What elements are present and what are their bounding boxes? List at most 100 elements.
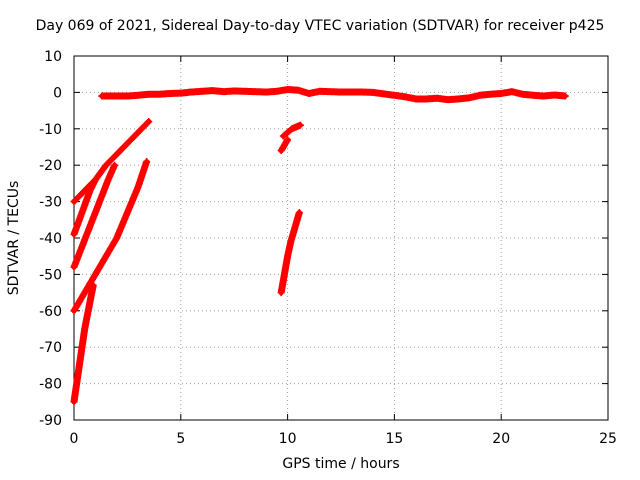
data-point: [135, 184, 141, 190]
data-point: [71, 399, 77, 405]
data-point: [445, 97, 451, 103]
series-arc-5: [70, 281, 97, 406]
data-point: [541, 93, 547, 99]
x-tick-label: 10: [279, 431, 297, 447]
data-point: [84, 315, 90, 321]
data-point: [111, 162, 118, 168]
data-point: [82, 202, 88, 208]
data-point: [466, 95, 472, 101]
data-point: [263, 89, 269, 95]
data-point: [231, 88, 237, 94]
data-point: [135, 129, 141, 136]
data-point: [88, 220, 94, 227]
data-point: [562, 93, 568, 99]
data-point: [210, 87, 216, 94]
x-tick-label: 15: [385, 431, 403, 447]
data-point: [285, 137, 291, 143]
data-point: [498, 90, 504, 97]
data-point: [327, 89, 333, 95]
data-point: [82, 290, 88, 296]
data-point: [144, 158, 150, 165]
data-point: [293, 124, 299, 130]
series-arc-1: [70, 118, 153, 206]
data-point: [278, 290, 284, 296]
data-point: [99, 93, 105, 99]
data-point: [88, 293, 94, 299]
data-point: [402, 94, 408, 100]
x-axis-label: GPS time / hours: [282, 456, 400, 472]
data-point: [73, 384, 79, 390]
data-point: [455, 96, 462, 102]
data-point: [359, 89, 365, 95]
data-point: [90, 282, 96, 288]
data-point: [278, 148, 284, 154]
y-tick-label: -80: [39, 377, 62, 393]
y-tick-label: -50: [39, 267, 62, 283]
data-point: [552, 92, 558, 98]
data-point: [252, 89, 259, 95]
data-point: [413, 96, 419, 102]
x-tick-label: 25: [599, 431, 617, 447]
data-point: [75, 370, 81, 376]
axes: 10 0 -10 -20 -30 -40 -50 -60 -70 -80 -90 0 5 10 15 20 25: [39, 49, 617, 447]
data-point: [97, 199, 103, 205]
data-point: [477, 92, 483, 98]
data-point: [306, 90, 312, 97]
data-point: [71, 264, 77, 270]
data-point: [338, 89, 344, 95]
data-point: [391, 92, 397, 98]
series-arc-3: [70, 161, 119, 271]
data-point: [370, 89, 376, 95]
series-near-zero-track: [98, 85, 569, 104]
data-point: [71, 308, 77, 314]
data-point: [519, 91, 526, 97]
y-tick-label: 10: [44, 49, 62, 65]
y-tick-label: -40: [39, 231, 62, 247]
data-point: [146, 91, 152, 97]
data-point: [76, 217, 82, 223]
data-point: [288, 239, 294, 245]
data-point: [423, 96, 430, 102]
data-point: [487, 91, 494, 97]
data-point: [274, 88, 280, 94]
chart-title: Day 069 of 2021, Sidereal Day-to-day VTE…: [35, 18, 605, 34]
data-point: [124, 140, 130, 146]
data-point: [82, 188, 88, 194]
data-point: [242, 88, 248, 94]
data-point: [285, 253, 291, 259]
data-point: [296, 209, 302, 216]
y-tick-label: -10: [39, 122, 62, 138]
y-tick-label: -20: [39, 158, 62, 174]
y-tick-label: -90: [39, 413, 62, 429]
data-point: [297, 122, 304, 128]
data-point: [178, 90, 184, 96]
data-point: [289, 126, 295, 132]
data-markers: [70, 85, 569, 406]
data-point: [199, 88, 205, 94]
series-arc-4: [70, 158, 151, 315]
data-point: [381, 91, 387, 97]
data-point: [124, 209, 130, 216]
grid: [74, 56, 608, 420]
data-point: [135, 92, 141, 98]
data-point: [71, 231, 77, 237]
data-point: [281, 142, 287, 148]
data-point: [294, 217, 300, 223]
data-point: [71, 199, 77, 205]
series-arc-6: [279, 121, 304, 140]
y-tick-label: 0: [53, 85, 62, 101]
series-arc-2: [70, 176, 99, 238]
data-point: [167, 90, 173, 97]
data-point: [156, 91, 163, 97]
data-point: [146, 118, 152, 125]
y-tick-label: -60: [39, 304, 62, 320]
data-point: [79, 242, 86, 248]
data-point: [114, 235, 120, 241]
series-arc-7: [277, 136, 292, 155]
data-point: [82, 326, 88, 332]
data-point: [285, 129, 291, 136]
data-point: [509, 89, 515, 95]
data-point: [281, 271, 287, 277]
